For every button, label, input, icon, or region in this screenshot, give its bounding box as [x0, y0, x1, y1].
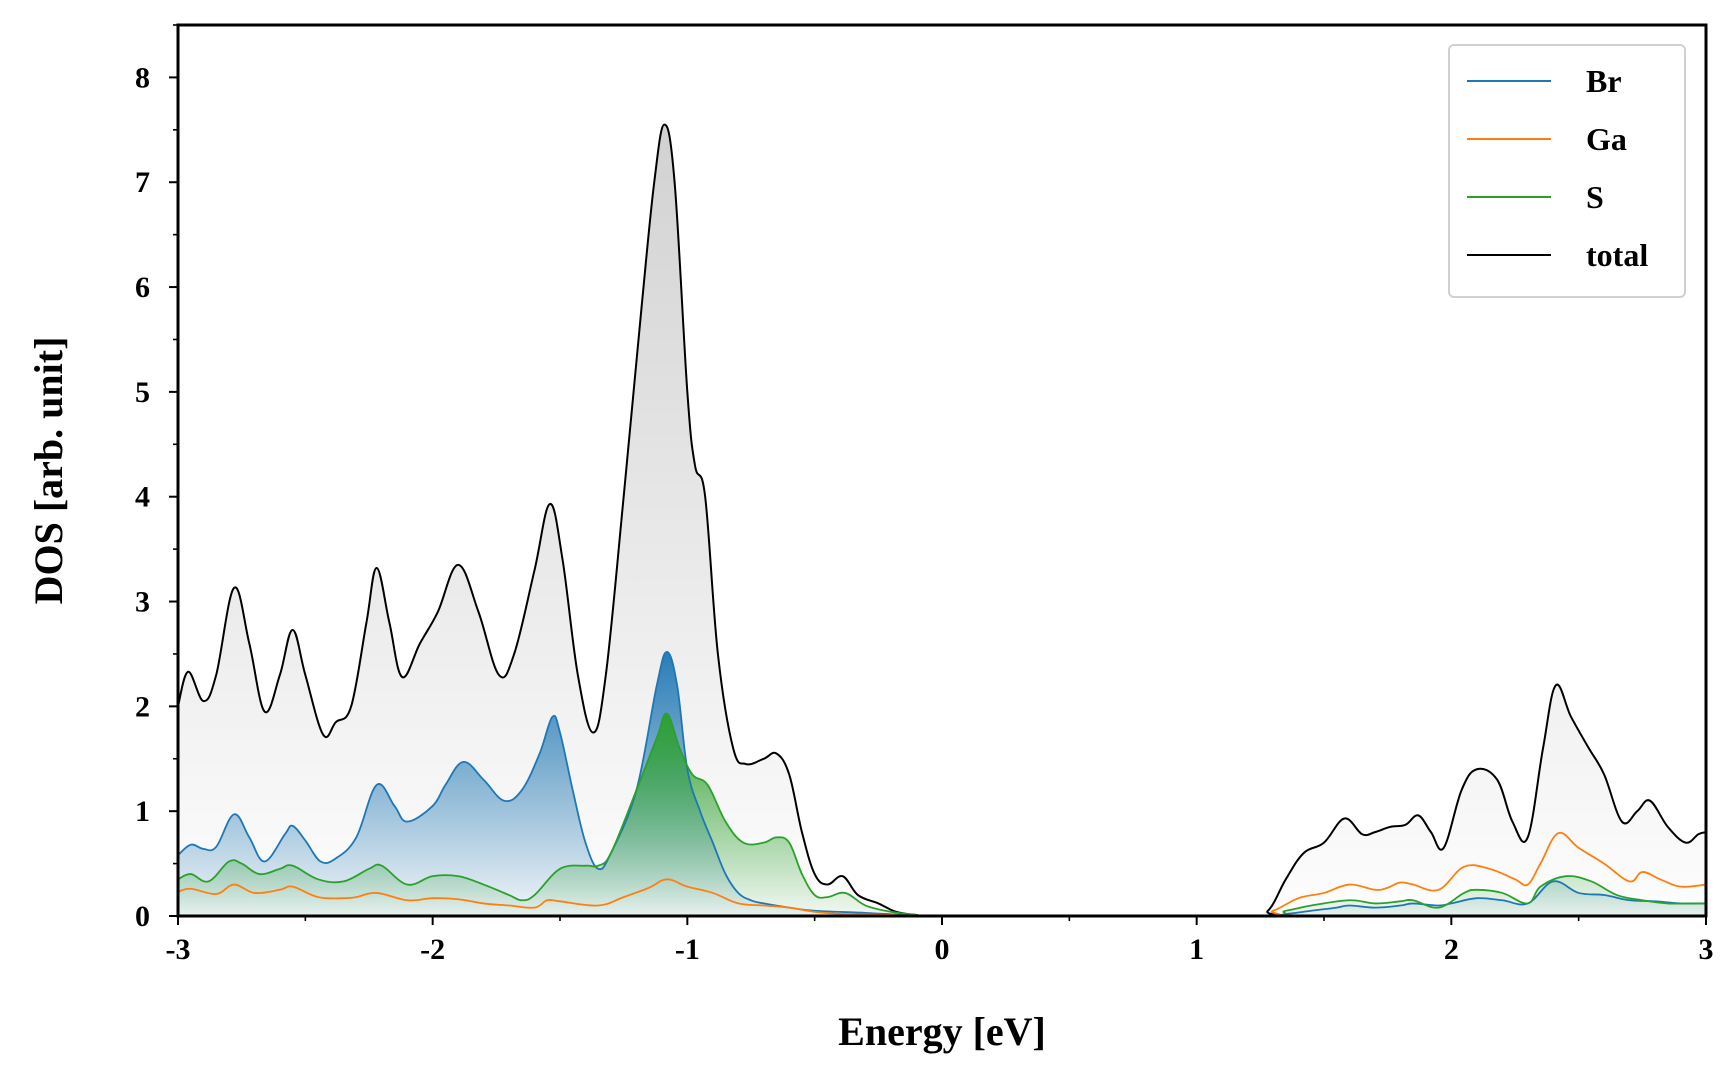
area-fill-total — [178, 124, 1706, 916]
x-tick-labels: -3 -2 -1 0 1 2 3 — [166, 933, 1714, 966]
y-tick-label: 5 — [135, 376, 150, 409]
y-tick-label: 8 — [135, 61, 150, 94]
y-tick-label: 2 — [135, 690, 150, 723]
series-line-s — [177, 712, 1706, 917]
area-fill-br — [178, 651, 1706, 916]
legend-label-ga: Ga — [1586, 121, 1627, 157]
y-tick-label: 0 — [135, 900, 150, 933]
y-tick-label: 4 — [135, 481, 150, 514]
y-tick-label: 7 — [135, 166, 150, 199]
lines-layer — [177, 123, 1707, 918]
ticks-layer — [169, 24, 1707, 925]
x-tick-label: 2 — [1444, 933, 1459, 966]
x-tick-label: 0 — [935, 933, 950, 966]
legend-label-total: total — [1586, 237, 1648, 273]
x-tick-label: -1 — [675, 933, 700, 966]
x-axis-title: Energy [eV] — [838, 1009, 1046, 1054]
x-tick-label: 1 — [1189, 933, 1204, 966]
y-tick-label: 3 — [135, 586, 150, 619]
series-line-total — [177, 123, 1707, 918]
y-tick-labels: 0 1 2 3 4 5 6 7 8 — [135, 61, 150, 933]
fills-layer — [178, 124, 1706, 916]
y-axis-title: DOS [arb. unit] — [26, 337, 71, 605]
x-tick-label: 3 — [1699, 933, 1714, 966]
x-tick-label: -3 — [166, 933, 191, 966]
legend-box — [1448, 44, 1686, 298]
x-tick-label: -2 — [420, 933, 445, 966]
series-line-ga — [177, 831, 1707, 917]
series-line-br — [177, 650, 1707, 917]
y-tick-label: 6 — [135, 271, 150, 304]
area-fill-s — [178, 713, 1706, 916]
y-tick-label: 1 — [135, 795, 150, 828]
legend-label-br: Br — [1586, 63, 1622, 99]
legend-label-s: S — [1586, 179, 1604, 215]
